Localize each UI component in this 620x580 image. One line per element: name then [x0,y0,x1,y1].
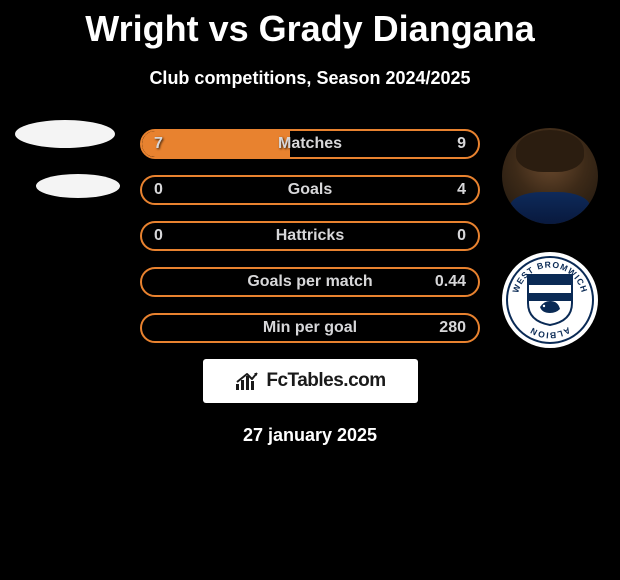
stat-label: Matches [142,131,478,157]
stat-label: Hattricks [142,223,478,249]
brand-logo-icon [234,370,260,392]
stat-label: Goals per match [142,269,478,295]
stat-value-right: 0.44 [435,269,466,295]
stat-label: Min per goal [142,315,478,341]
stat-row: 0 Goals 4 [140,175,480,205]
stat-row: Goals per match 0.44 [140,267,480,297]
snapshot-date: 27 january 2025 [0,425,620,446]
page-title: Wright vs Grady Diangana [0,0,620,50]
subtitle: Club competitions, Season 2024/2025 [0,68,620,89]
stat-value-right: 9 [457,131,466,157]
stat-value-right: 4 [457,177,466,203]
brand-badge[interactable]: FcTables.com [203,359,418,403]
stat-value-right: 0 [457,223,466,249]
stat-row: 7 Matches 9 [140,129,480,159]
brand-text: FcTables.com [266,370,385,392]
stat-value-right: 280 [439,315,466,341]
stat-label: Goals [142,177,478,203]
stats-table: 7 Matches 9 0 Goals 4 0 Hattricks 0 Goal… [0,129,620,343]
stat-row: 0 Hattricks 0 [140,221,480,251]
stat-row: Min per goal 280 [140,313,480,343]
